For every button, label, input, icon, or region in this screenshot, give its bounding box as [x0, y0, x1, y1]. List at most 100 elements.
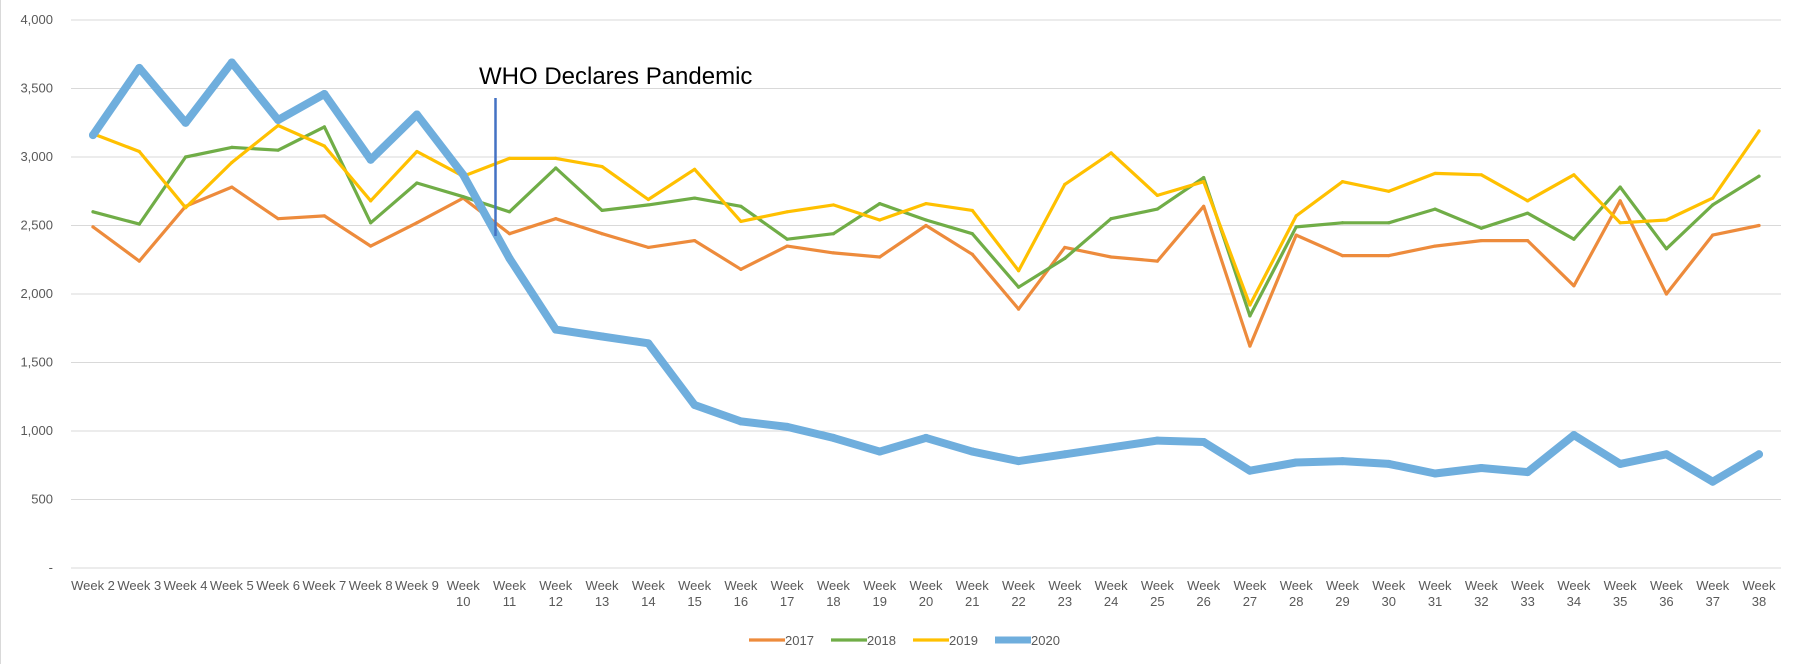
pandemic-annotation: WHO Declares Pandemic [479, 63, 752, 236]
x-tick-label-week-38: Week 38 [1743, 578, 1776, 609]
point-2017-week-3 [137, 259, 141, 263]
x-tick-label-week-18: Week 18 [817, 578, 850, 609]
point-2020-week-7 [320, 89, 329, 98]
point-2018-week-13 [600, 208, 604, 213]
x-tick-label-week-31: Week 31 [1419, 578, 1452, 609]
point-2018-week-7 [322, 125, 326, 129]
point-2017-week-27 [1248, 344, 1252, 348]
series-line-2019 [91, 123, 1761, 307]
x-tick-label-week-32: Week 32 [1465, 578, 1498, 609]
point-2019-week-21 [970, 208, 974, 213]
point-2018-week-11 [507, 210, 512, 214]
x-tick-label-week-8: Week 8 [349, 578, 393, 593]
series-2017 [91, 185, 1761, 348]
point-2019-week-4 [183, 206, 188, 210]
point-2020-week-11 [505, 254, 514, 263]
point-2018-week-22 [1016, 285, 1021, 289]
y-tick-label: 2,500 [20, 218, 53, 233]
point-2020-week-33 [1523, 468, 1532, 477]
point-2017-week-38 [1757, 223, 1761, 228]
x-axis-tick-labels: Week 2 Week 3 Week 4 Week 5 Week 6 Week 7 Week… [71, 578, 1776, 609]
point-2018-week-28 [1294, 225, 1298, 229]
point-2018-week-30 [1387, 221, 1391, 225]
point-2020-week-13 [598, 332, 607, 341]
point-2018-week-23 [1063, 256, 1067, 260]
pandemic-annotation-label: WHO Declares Pandemic [479, 63, 752, 90]
series-lines [89, 58, 1763, 486]
point-2020-week-18 [829, 433, 838, 442]
y-tick-label: 1,000 [20, 423, 53, 438]
point-2018-week-31 [1433, 207, 1437, 211]
point-2019-week-8 [369, 199, 373, 203]
legend-item-2017: 2017 [749, 633, 814, 648]
point-2019-week-34 [1572, 173, 1576, 177]
point-2018-week-5 [230, 145, 234, 150]
point-2017-week-26 [1202, 204, 1206, 208]
point-2018-week-36 [1664, 247, 1669, 251]
point-2019-week-32 [1479, 173, 1483, 177]
x-tick-label-week-15: Week 15 [678, 578, 711, 609]
point-2017-week-22 [1016, 307, 1021, 311]
point-2017-week-30 [1387, 254, 1391, 258]
point-2019-week-14 [646, 197, 650, 202]
point-2018-week-3 [137, 222, 141, 226]
point-2019-week-29 [1340, 180, 1345, 184]
point-2017-week-34 [1572, 284, 1576, 288]
point-2020-week-34 [1569, 431, 1578, 440]
point-2018-week-17 [785, 237, 789, 241]
point-2019-week-9 [415, 149, 419, 154]
point-2020-week-8 [366, 155, 375, 164]
point-2017-week-8 [369, 244, 373, 248]
legend-label-2018: 2018 [867, 633, 896, 648]
point-2017-week-14 [646, 245, 650, 250]
point-2017-week-5 [230, 185, 234, 189]
point-2020-week-17 [783, 422, 792, 431]
y-tick-label: 4,000 [20, 12, 53, 27]
point-2019-week-35 [1618, 221, 1622, 225]
point-2018-week-2 [91, 210, 95, 214]
point-2020-week-4 [181, 118, 190, 127]
point-2018-week-12 [554, 166, 558, 170]
point-2019-week-19 [878, 218, 882, 222]
point-2019-week-18 [831, 203, 836, 207]
series-2018 [91, 125, 1761, 318]
y-axis-tick-labels: - 500 1,000 1,500 2,000 2,500 3,000 3,500 4,000 [20, 12, 53, 575]
point-2017-week-33 [1526, 238, 1530, 243]
point-2020-week-35 [1616, 459, 1625, 468]
y-tick-label: 3,500 [20, 81, 53, 96]
point-2020-week-21 [968, 447, 977, 456]
legend-item-2020: 2020 [995, 633, 1060, 648]
y-tick-label: 3,000 [20, 149, 53, 164]
point-2019-week-6 [276, 123, 280, 128]
x-tick-label-week-7: Week 7 [302, 578, 346, 593]
point-2020-week-27 [1245, 466, 1254, 475]
point-2018-week-19 [878, 201, 882, 206]
point-2019-week-11 [507, 156, 512, 160]
x-tick-label-week-4: Week 4 [164, 578, 208, 593]
x-tick-label-week-20: Week 20 [910, 578, 943, 609]
point-2020-week-15 [690, 400, 699, 409]
point-2019-week-22 [1016, 269, 1021, 273]
series-2020 [89, 58, 1763, 486]
point-2020-week-20 [922, 433, 930, 442]
point-2019-week-5 [230, 160, 234, 165]
point-2018-week-38 [1757, 174, 1761, 178]
point-2019-week-23 [1063, 182, 1067, 186]
point-2018-week-14 [646, 203, 650, 207]
x-tick-label-week-21: Week 21 [956, 578, 989, 609]
point-2018-week-26 [1202, 175, 1206, 180]
x-tick-label-week-9: Week 9 [395, 578, 439, 593]
point-2018-week-21 [970, 232, 974, 236]
x-tick-label-week-16: Week 16 [724, 578, 757, 609]
point-2019-week-17 [785, 210, 789, 214]
series-line-2017 [91, 185, 1761, 348]
x-tick-label-week-10: Week 10 [447, 578, 480, 609]
x-tick-label-week-17: Week 17 [771, 578, 804, 609]
x-tick-label-week-33: Week 33 [1511, 578, 1544, 609]
x-tick-label-week-36: Week 36 [1650, 578, 1683, 609]
point-2018-week-35 [1618, 185, 1622, 189]
point-2020-week-22 [1014, 457, 1023, 466]
x-tick-label-week-35: Week 35 [1604, 578, 1637, 609]
point-2019-week-26 [1202, 180, 1206, 184]
